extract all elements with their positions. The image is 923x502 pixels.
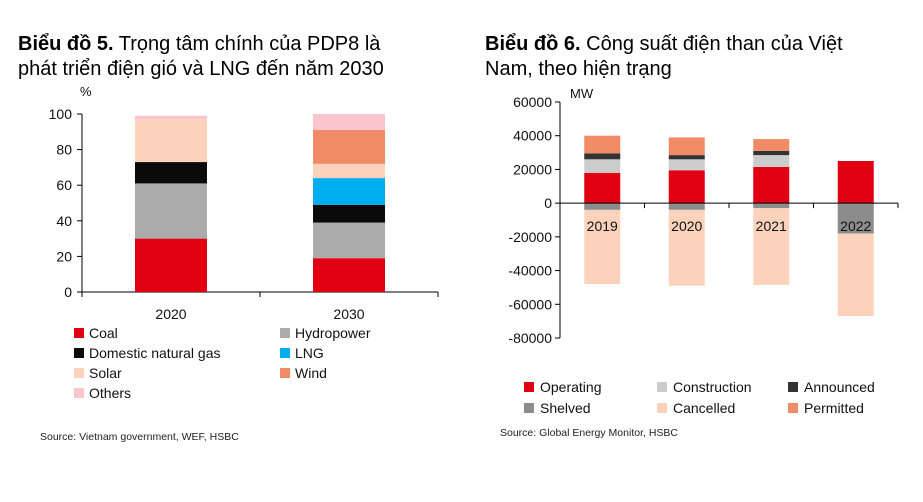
left-chart-title-line2: phát triển điện gió và LNG đến năm 2030 [18,58,384,80]
left-legend-swatch-lng [280,348,290,358]
left-bar-solar-2020 [135,119,207,163]
left-y-tick-label-60: 60 [56,177,72,193]
left-legend-swatch-solar [74,368,84,378]
left-legend-swatch-wind [280,368,290,378]
right-bar-operating-2021 [753,166,790,204]
right-legend-label-permitted: Permitted [804,400,864,416]
right-legend-swatch-cancelled [657,403,667,413]
left-chart-source: Source: Vietnam government, WEF, HSBC [40,431,239,443]
left-legend-label-coal: Coal [89,325,118,341]
right-bar-cancelled-2021 [753,208,790,285]
left-legend-swatch-domestic-natural-gas [74,348,84,358]
right-chart-title-rest: Công suất điện than của Việt [580,33,843,55]
right-legend-swatch-shelved [524,403,534,413]
right-bar-operating-2022 [837,161,874,204]
right-bar-permitted-2020 [668,137,705,156]
right-legend-swatch-operating [524,382,534,392]
left-legend-swatch-hydropower [280,328,290,338]
right-x-tick-label-2021: 2021 [756,218,787,234]
right-bar-cancelled-2019 [584,209,621,285]
right-bar-operating-2020 [668,170,705,204]
right-legend-label-shelved: Shelved [540,400,591,416]
right-x-tick-label-2022: 2022 [840,218,871,234]
right-legend-label-cancelled: Cancelled [673,400,735,416]
right-legend-swatch-construction [657,382,667,392]
left-y-axis-unit: % [80,84,92,99]
right-bar-construction-2019 [584,159,621,173]
left-legend-swatch-others [74,388,84,398]
left-bar-wind-2030 [313,130,385,164]
right-chart-source: Source: Global Energy Monitor, HSBC [500,427,678,439]
left-x-tick-label-2030: 2030 [333,306,364,322]
left-chart-panel: Biểu đồ 5. Trọng tâm chính của PDP8 là p… [0,0,470,461]
right-chart-title-line2: Nam, theo hiện trạng [485,58,672,80]
left-x-tick-label-2020: 2020 [155,306,186,322]
right-y-axis-unit: MW [570,86,594,101]
left-bar-others-2020 [135,115,207,120]
left-bar-hydropower-2030 [313,222,385,259]
right-legend-label-operating: Operating [540,379,601,395]
left-bar-coal-2030 [313,258,385,292]
left-y-tick-label-40: 40 [56,213,72,229]
left-y-tick-label-20: 20 [56,248,72,264]
right-legend-swatch-permitted [788,403,798,413]
right-bar-shelved-2020 [668,203,705,210]
right-y-tick-label-6: -60000 [508,296,552,312]
right-bar-cancelled-2020 [668,209,705,286]
right-bar-shelved-2022 [837,203,874,234]
left-legend-label-lng: LNG [295,345,324,361]
right-bar-cancelled-2022 [837,233,874,317]
left-chart-title-bold: Biểu đồ 5. [18,33,114,55]
left-y-tick-label-0: 0 [64,284,72,300]
left-chart-title: Biểu đồ 5. Trọng tâm chính của PDP8 là p… [18,32,384,82]
right-bar-shelved-2021 [753,203,790,209]
right-y-tick-label-7: -80000 [508,330,552,346]
right-y-tick-label-5: -40000 [508,263,552,279]
right-chart-panel: Biểu đồ 6. Công suất điện than của Việt … [470,0,923,461]
left-bar-lng-2030 [313,178,385,205]
left-bar-domestic-natural-gas-2020 [135,162,207,184]
left-legend-label-solar: Solar [89,365,122,381]
right-y-tick-label-3: 0 [544,195,552,211]
right-x-tick-label-2020: 2020 [671,218,702,234]
right-y-tick-label-0: 60000 [513,94,552,110]
right-y-tick-label-2: 20000 [513,161,552,177]
right-chart-title-bold: Biểu đồ 6. [485,33,581,55]
right-legend-swatch-announced [788,382,798,392]
left-bar-hydropower-2020 [135,183,207,239]
right-legend-label-announced: Announced [804,379,875,395]
right-bar-permitted-2021 [753,139,790,151]
right-y-tick-label-4: -20000 [508,229,552,245]
left-y-tick-label-80: 80 [56,142,72,158]
left-bar-domestic-natural-gas-2030 [313,204,385,223]
left-legend-swatch-coal [74,328,84,338]
right-bar-permitted-2019 [584,135,621,154]
left-chart-title-rest: Trọng tâm chính của PDP8 là [113,33,381,55]
right-bar-announced-2019 [584,153,621,160]
left-y-tick-label-100: 100 [49,106,73,122]
right-chart-title: Biểu đồ 6. Công suất điện than của Việt … [485,32,843,82]
left-chart-svg: % 0 20 40 60 80 100 2020 2030 Coal Hydropower Domes… [49,84,439,401]
left-legend-label-hydropower: Hydropower [295,325,371,341]
left-bar-coal-2020 [135,238,207,292]
right-chart-svg: MW 60000 40000 20000 0 -20000 -40000 -60000 -800… [508,86,899,416]
right-bar-operating-2019 [584,172,621,204]
right-bar-construction-2021 [753,155,790,167]
right-bar-shelved-2019 [584,203,621,210]
left-legend-label-others: Others [89,385,131,401]
left-legend-label-domestic-natural-gas: Domestic natural gas [89,345,221,361]
right-bar-construction-2020 [668,159,705,171]
left-bar-solar-2030 [313,163,385,179]
right-bar-announced-2020 [668,155,705,160]
right-x-tick-label-2019: 2019 [587,218,618,234]
right-legend-label-construction: Construction [673,379,752,395]
right-y-tick-label-1: 40000 [513,128,552,144]
left-bar-others-2030 [313,114,385,131]
left-legend-label-wind: Wind [295,365,327,381]
right-bar-announced-2021 [753,150,790,156]
